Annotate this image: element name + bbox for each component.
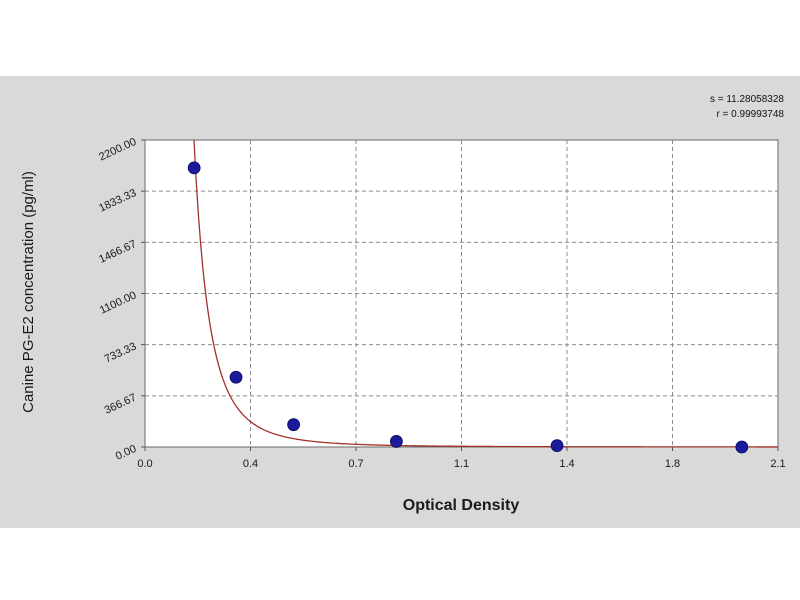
y-tick-label: 2200.00 <box>97 136 138 164</box>
data-point <box>229 370 243 384</box>
y-tick-label: 366.67 <box>103 392 139 417</box>
fit-statistics: s = 11.28058328 r = 0.99993748 <box>710 92 784 122</box>
x-axis-label: Optical Density <box>403 497 520 514</box>
y-tick-label: 733.33 <box>103 341 139 366</box>
x-tick-label: 1.4 <box>559 458 574 470</box>
x-tick-label: 1.8 <box>665 458 680 470</box>
fit-s-value: s = 11.28058328 <box>709 94 784 105</box>
data-point <box>389 435 403 448</box>
fit-r-value: r = 0.99993748 <box>716 109 784 120</box>
x-axis-ticks: 0.0 0.4 0.7 1.1 1.4 1.8 2.1 <box>137 447 786 470</box>
y-tick-label: 0.00 <box>114 443 138 463</box>
x-tick-label: 0.7 <box>348 458 363 470</box>
x-tick-label: 0.0 <box>137 458 152 470</box>
data-point <box>187 161 201 175</box>
y-axis-ticks: 0.00 366.67 733.33 1100.00 1466.67 1833.33 220… <box>97 136 145 463</box>
x-tick-label: 2.1 <box>770 458 785 470</box>
data-points <box>187 161 749 454</box>
fit-curve <box>193 139 778 448</box>
y-tick-label: 1466.67 <box>97 238 138 266</box>
y-axis-label: Canine PG-E2 concentration (pg/ml) <box>20 171 37 413</box>
grid-lines <box>145 140 778 447</box>
x-tick-label: 1.1 <box>454 458 469 470</box>
data-point <box>735 440 749 454</box>
data-point <box>287 418 301 432</box>
y-tick-label: 1833.33 <box>97 187 138 215</box>
y-tick-label: 1100.00 <box>98 289 138 316</box>
x-tick-label: 0.4 <box>243 458 258 470</box>
data-point <box>550 439 564 453</box>
